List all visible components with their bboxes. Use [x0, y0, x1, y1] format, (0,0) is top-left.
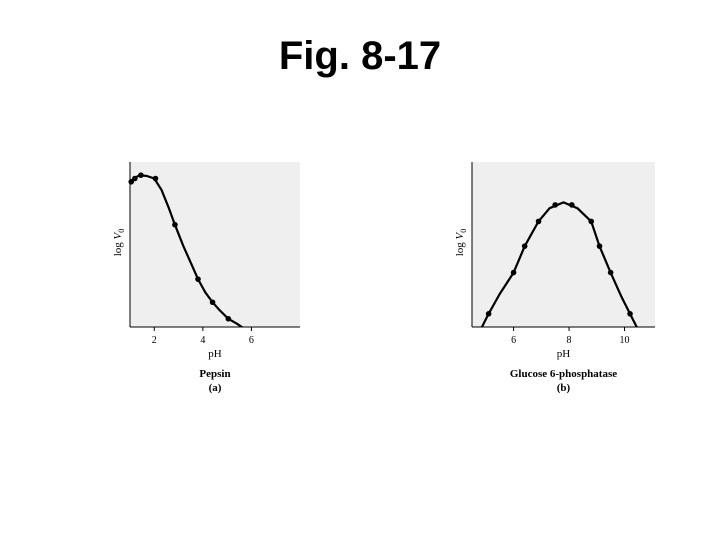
pepsin-plot-area: [130, 162, 300, 327]
g6p-series-curve: [480, 201, 638, 327]
g6p-x-tick-label: 6: [511, 335, 516, 346]
g6p-data-point: [521, 243, 528, 249]
slide-title: Fig. 8-17: [278, 34, 442, 78]
g6p-data-point: [485, 311, 492, 317]
pepsin-data-point: [138, 172, 144, 178]
g6p-chart-caption: Glucose 6-phosphatase: [510, 368, 617, 380]
pepsin-x-tick-label: 2: [152, 335, 157, 346]
pepsin-data-point: [195, 276, 201, 282]
pepsin-x-tick-label: 6: [249, 335, 254, 346]
g6p-data-point: [569, 202, 575, 208]
pepsin-data-point: [172, 221, 178, 228]
pepsin-data-point: [128, 179, 135, 185]
pepsin-data-point: [225, 315, 232, 322]
g6p-data-point: [596, 243, 603, 249]
g6p-data-point: [627, 311, 633, 317]
pepsin-x-tick-label: 4: [200, 335, 205, 346]
g6p-data-point: [552, 202, 558, 208]
pepsin-chart-caption: Pepsin: [199, 368, 230, 380]
pepsin-data-point: [209, 299, 216, 306]
g6p-x-axis-label: pH: [557, 348, 571, 360]
g6p-x-tick-label: 8: [567, 335, 572, 346]
g6p-data-point: [588, 218, 595, 225]
g6p-data-point: [535, 218, 542, 225]
g6p-y-axis-label: log V0: [454, 229, 468, 257]
pepsin-data-point: [152, 175, 159, 182]
pepsin-data-point: [132, 175, 138, 182]
g6p-x-tick-label: 10: [620, 335, 630, 346]
pepsin-x-axis-label: pH: [208, 348, 222, 360]
g6p-plot-area: [472, 162, 655, 327]
g6p-data-point: [510, 269, 517, 276]
pepsin-panel-label: (a): [209, 382, 222, 394]
g6p-panel-label: (b): [557, 382, 571, 394]
pepsin-series-curve: [130, 174, 244, 327]
g6p-data-point: [607, 269, 614, 276]
pepsin-y-axis-label: log V0: [112, 229, 126, 257]
